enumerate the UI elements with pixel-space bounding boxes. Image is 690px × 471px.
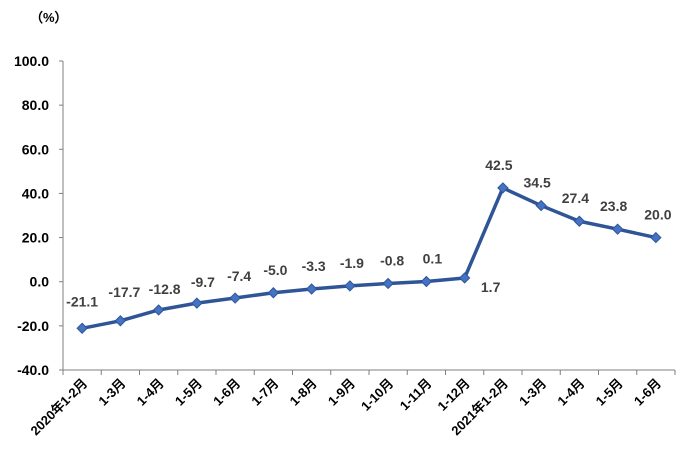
data-label: 1.7 — [481, 279, 501, 295]
data-label: 27.4 — [562, 190, 589, 206]
y-tick-label: 60.0 — [22, 141, 49, 157]
x-tick-label: 1-5月 — [172, 376, 205, 409]
data-label: 23.8 — [600, 198, 627, 214]
y-unit-label: （%） — [30, 10, 68, 25]
data-point-marker — [344, 280, 356, 292]
data-label: 20.0 — [644, 207, 671, 223]
data-point-marker — [650, 231, 662, 244]
x-tick-label: 1-10月 — [358, 376, 396, 414]
data-point-marker — [76, 322, 88, 334]
data-label: 42.5 — [485, 157, 512, 173]
y-tick-label: 80.0 — [22, 97, 49, 113]
data-point-marker — [152, 304, 165, 316]
x-tick-label: 2020年1-2月 — [28, 376, 91, 439]
data-point-marker — [267, 287, 280, 299]
data-point-marker — [191, 297, 203, 309]
x-tick-label: 1-5月 — [593, 376, 626, 409]
x-tick-label: 1-9月 — [325, 376, 358, 409]
data-point-marker — [229, 292, 241, 304]
x-tick-label: 1-3月 — [516, 376, 549, 409]
data-label: -9.7 — [191, 274, 215, 290]
data-label: -1.9 — [340, 255, 364, 271]
data-label: -12.8 — [149, 281, 181, 297]
y-tick-label: -20.0 — [17, 318, 49, 334]
y-tick-label: 0.0 — [30, 274, 50, 290]
data-point-marker — [535, 199, 547, 212]
x-tick-label: 1-6月 — [631, 376, 664, 409]
data-label: 34.5 — [524, 175, 551, 191]
data-point-marker — [305, 283, 318, 295]
data-point-marker — [382, 277, 394, 290]
x-tick-label: 1-8月 — [287, 376, 320, 409]
data-label: -5.0 — [263, 262, 287, 278]
y-tick-label: -40.0 — [17, 362, 49, 378]
data-label: -3.3 — [302, 258, 326, 274]
x-tick-label: 1-4月 — [554, 376, 587, 409]
y-tick-label: 20.0 — [22, 230, 49, 246]
data-point-marker — [573, 215, 586, 227]
x-tick-label: 1-4月 — [134, 376, 167, 409]
x-tick-label: 1-11月 — [397, 376, 435, 414]
x-tick-label: 1-3月 — [95, 376, 128, 409]
data-point-marker — [611, 223, 624, 235]
data-label: -0.8 — [380, 252, 404, 268]
data-label: -17.7 — [108, 284, 140, 300]
data-point-marker — [420, 275, 433, 288]
x-tick-label: 1-7月 — [248, 376, 281, 409]
y-tick-label: 40.0 — [22, 185, 49, 201]
data-label: -7.4 — [227, 268, 251, 284]
data-label: -21.1 — [66, 293, 98, 309]
x-tick-label: 1-6月 — [210, 376, 243, 409]
data-label: 0.1 — [423, 250, 443, 266]
y-tick-label: 100.0 — [14, 53, 49, 69]
data-point-marker — [458, 272, 471, 284]
data-point-marker — [497, 182, 509, 194]
data-point-marker — [114, 315, 127, 327]
series-line — [81, 186, 657, 331]
